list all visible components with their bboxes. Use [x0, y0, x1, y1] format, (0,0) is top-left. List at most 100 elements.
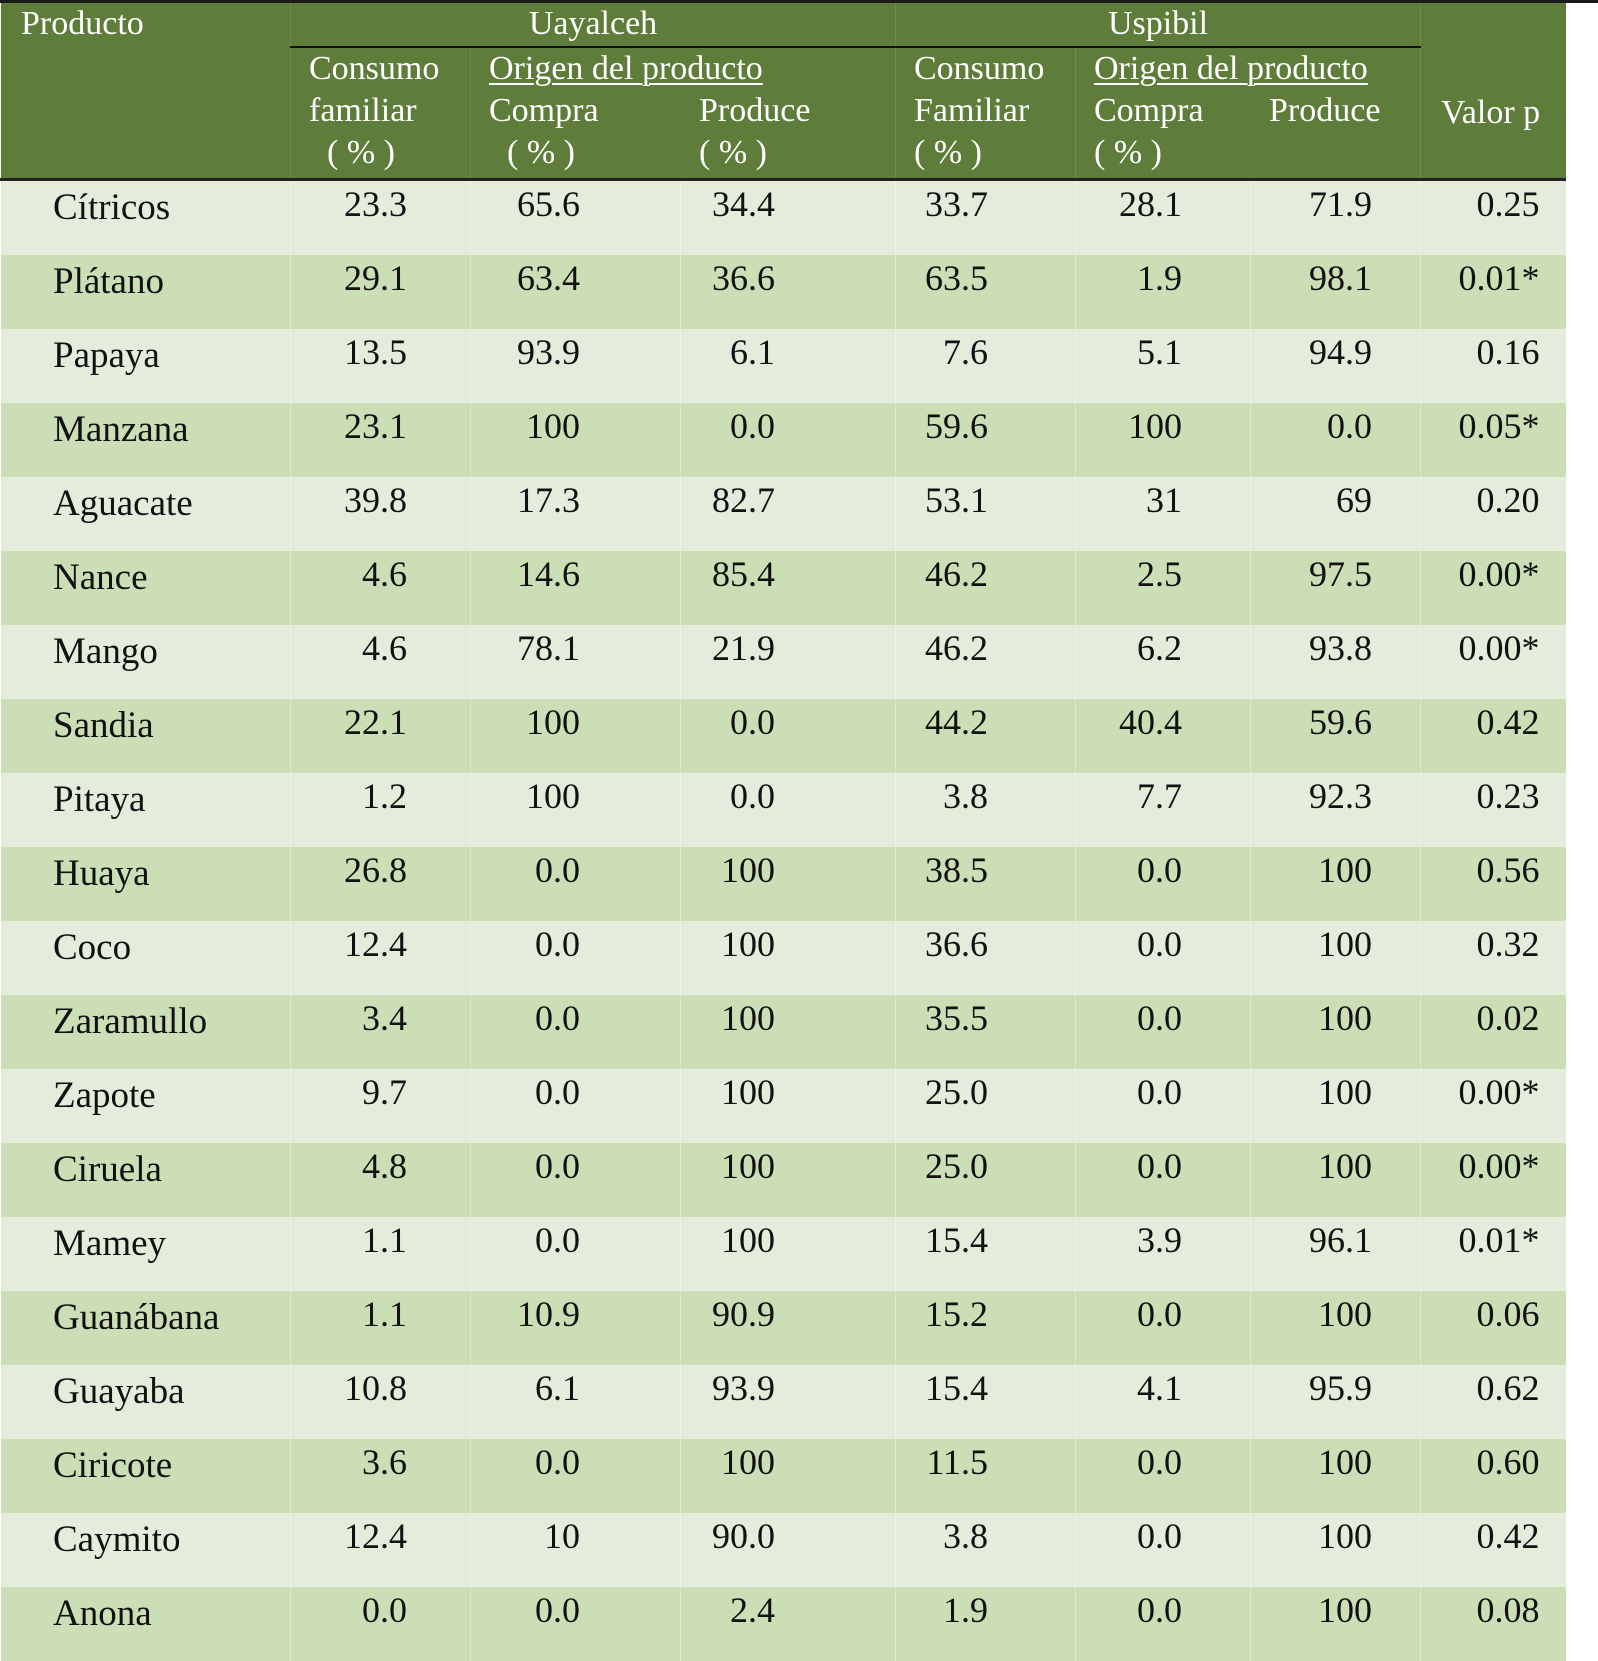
header-uayalceh-origen-label: Origen del producto: [489, 48, 895, 90]
cell-producto: Aguacate: [1, 477, 291, 551]
cell-producto: Mamey: [1, 1217, 291, 1291]
cell-uayalceh-compra: 0.0: [471, 1587, 681, 1661]
cell-uayalceh-produce: 0.0: [681, 403, 896, 477]
cell-uayalceh-compra-value: 0.0: [471, 1587, 680, 1631]
cell-uspibil-consumo-value: 25.0: [896, 1069, 1075, 1113]
cell-uayalceh-consumo-value: 0.0: [291, 1587, 470, 1631]
cell-uspibil-consumo-value: 59.6: [896, 403, 1075, 447]
cell-uayalceh-consumo-value: 1.2: [291, 773, 470, 817]
cell-valor-p: 0.42: [1421, 1513, 1566, 1587]
cell-uspibil-produce: 59.6: [1251, 699, 1421, 773]
cell-uspibil-consumo-value: 25.0: [896, 1143, 1075, 1187]
cell-uayalceh-produce: 85.4: [681, 551, 896, 625]
cell-uspibil-produce: 100: [1251, 1143, 1421, 1217]
cell-uayalceh-produce-value: 100: [681, 1069, 895, 1113]
cell-uspibil-consumo-value: 38.5: [896, 847, 1075, 891]
cell-uspibil-produce: 0.0: [1251, 403, 1421, 477]
cell-uspibil-produce: 96.1: [1251, 1217, 1421, 1291]
cell-uayalceh-compra: 65.6: [471, 180, 681, 256]
cell-uayalceh-consumo: 4.6: [291, 551, 471, 625]
cell-uayalceh-produce: 82.7: [681, 477, 896, 551]
cell-uspibil-compra: 0.0: [1076, 1291, 1251, 1365]
cell-valor-p: 0.23: [1421, 773, 1566, 847]
cell-uayalceh-consumo: 22.1: [291, 699, 471, 773]
table-header: Producto Uayalceh Uspibil Consumo famili…: [1, 3, 1566, 180]
cell-uspibil-consumo: 15.2: [896, 1291, 1076, 1365]
cell-uayalceh-consumo: 39.8: [291, 477, 471, 551]
header-uspibil-origen-label: Origen del producto: [1094, 48, 1420, 90]
cell-producto-value: Papaya: [53, 333, 290, 377]
cell-uspibil-compra-value: 0.0: [1076, 995, 1250, 1039]
cell-uspibil-compra: 100: [1076, 403, 1251, 477]
cell-producto: Mango: [1, 625, 291, 699]
header-uspibil-compra-unit: ( % ): [1094, 132, 1269, 174]
cell-uspibil-consumo: 11.5: [896, 1439, 1076, 1513]
cell-uspibil-consumo-value: 1.9: [896, 1587, 1075, 1631]
cell-uspibil-produce: 93.8: [1251, 625, 1421, 699]
header-uspibil-origen: Origen del producto Compra ( % ) Produce: [1076, 47, 1421, 180]
cell-producto-value: Anona: [53, 1591, 290, 1635]
cell-producto-value: Guayaba: [53, 1369, 290, 1413]
cell-uspibil-compra-value: 4.1: [1076, 1365, 1250, 1409]
cell-uspibil-compra: 0.0: [1076, 1069, 1251, 1143]
cell-valor-p: 0.01*: [1421, 1217, 1566, 1291]
cell-producto-value: Guanábana: [53, 1295, 290, 1339]
cell-valor-p: 0.05*: [1421, 403, 1566, 477]
cell-uspibil-produce-value: 100: [1251, 1143, 1420, 1187]
cell-uayalceh-compra-value: 10: [471, 1513, 680, 1557]
cell-uspibil-compra-value: 0.0: [1076, 1291, 1250, 1335]
cell-uayalceh-compra: 0.0: [471, 847, 681, 921]
cell-uayalceh-produce-value: 82.7: [681, 477, 895, 521]
cell-uspibil-compra-value: 6.2: [1076, 625, 1250, 669]
cell-valor-p-value: 0.56: [1421, 847, 1566, 891]
cell-uspibil-consumo-value: 15.4: [896, 1365, 1075, 1409]
cell-uspibil-compra-value: 0.0: [1076, 921, 1250, 965]
cell-uspibil-produce-value: 71.9: [1251, 181, 1420, 225]
cell-uayalceh-produce: 2.4: [681, 1587, 896, 1661]
cell-producto: Caymito: [1, 1513, 291, 1587]
cell-uayalceh-compra: 0.0: [471, 995, 681, 1069]
cell-uayalceh-produce: 0.0: [681, 773, 896, 847]
cell-uspibil-consumo: 3.8: [896, 1513, 1076, 1587]
cell-uspibil-produce-value: 98.1: [1251, 255, 1420, 299]
header-uayalceh-origen-subcolumns: Compra ( % ) Produce ( % ): [489, 90, 895, 174]
cell-uspibil-compra: 0.0: [1076, 847, 1251, 921]
cell-uspibil-produce-value: 69: [1251, 477, 1420, 521]
cell-uayalceh-consumo-value: 12.4: [291, 1513, 470, 1557]
header-uspibil-consumo: Consumo Familiar ( % ): [896, 47, 1076, 180]
header-uspibil-origen-subcolumns: Compra ( % ) Produce: [1094, 90, 1420, 174]
cell-uayalceh-consumo: 1.1: [291, 1291, 471, 1365]
cell-producto-value: Ciruela: [53, 1147, 290, 1191]
cell-producto: Plátano: [1, 255, 291, 329]
header-uayalceh-consumo-line2: familiar: [309, 90, 470, 132]
cell-producto: Guayaba: [1, 1365, 291, 1439]
cell-uayalceh-consumo-value: 29.1: [291, 255, 470, 299]
cell-valor-p-value: 0.16: [1421, 329, 1566, 373]
cell-uspibil-compra: 28.1: [1076, 180, 1251, 256]
cell-uspibil-produce-value: 100: [1251, 1439, 1420, 1483]
cell-uspibil-compra: 40.4: [1076, 699, 1251, 773]
cell-uspibil-consumo-value: 11.5: [896, 1439, 1075, 1483]
cell-producto: Papaya: [1, 329, 291, 403]
cell-uayalceh-consumo: 23.3: [291, 180, 471, 256]
cell-uayalceh-consumo-value: 1.1: [291, 1217, 470, 1261]
cell-uspibil-consumo-value: 36.6: [896, 921, 1075, 965]
cell-uspibil-produce-value: 100: [1251, 847, 1420, 891]
cell-uspibil-produce: 71.9: [1251, 180, 1421, 256]
cell-uspibil-produce: 100: [1251, 1513, 1421, 1587]
header-group-uspibil: Uspibil: [896, 3, 1421, 47]
cell-producto: Manzana: [1, 403, 291, 477]
cell-uayalceh-consumo-value: 12.4: [291, 921, 470, 965]
cell-uspibil-produce: 97.5: [1251, 551, 1421, 625]
cell-uspibil-compra: 7.7: [1076, 773, 1251, 847]
cell-uayalceh-consumo-value: 26.8: [291, 847, 470, 891]
header-uspibil-consumo-unit: ( % ): [914, 132, 1075, 174]
cell-uspibil-produce-value: 93.8: [1251, 625, 1420, 669]
cell-uayalceh-consumo: 1.1: [291, 1217, 471, 1291]
cell-uayalceh-compra-value: 17.3: [471, 477, 680, 521]
cell-uayalceh-consumo: 12.4: [291, 1513, 471, 1587]
